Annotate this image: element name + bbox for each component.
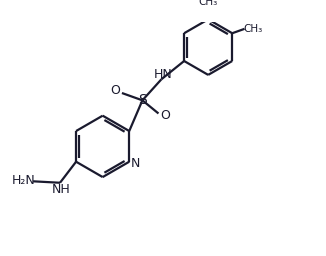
- Text: O: O: [160, 109, 170, 122]
- Text: H₂N: H₂N: [12, 174, 36, 187]
- Text: NH: NH: [52, 183, 71, 196]
- Text: O: O: [111, 84, 120, 97]
- Text: S: S: [138, 93, 147, 107]
- Text: N: N: [131, 157, 141, 170]
- Text: CH₃: CH₃: [199, 0, 218, 7]
- Text: CH₃: CH₃: [243, 24, 262, 34]
- Text: HN: HN: [154, 68, 172, 81]
